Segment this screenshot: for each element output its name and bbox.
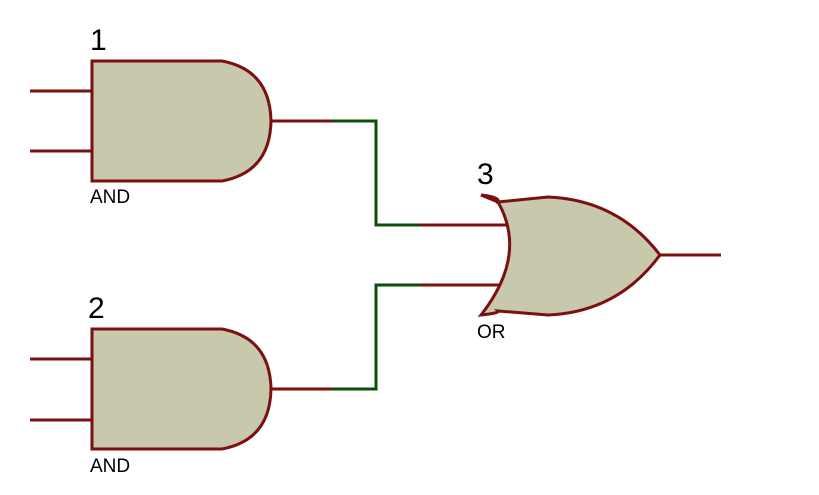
gate-1-type-label: AND [90,187,130,208]
and-gate-1[interactable]: 1 AND [30,24,332,208]
and-gate-2[interactable]: 2 AND [30,292,332,477]
wire-gate2-to-gate3[interactable] [332,283,420,391]
gate-3-ref-label: 3 [477,158,494,191]
wire-gate1-to-gate3[interactable] [332,119,420,227]
gate-2-type-label: AND [90,456,130,477]
gate-1-ref-label: 1 [90,24,107,57]
gate-2-ref-label: 2 [88,292,105,325]
and-gate-1-body [90,59,273,183]
or-gate-3[interactable]: 3 OR [420,158,721,343]
and-gate-2-body [90,327,273,451]
or-gate-3-body [477,193,662,317]
gate-3-type-label: OR [477,322,506,343]
